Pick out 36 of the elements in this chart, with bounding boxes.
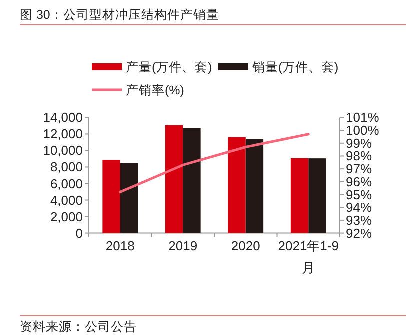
y2-tick-label: 93% <box>346 212 372 228</box>
bar <box>102 160 120 234</box>
y-tick-label: 2,000 <box>50 209 83 224</box>
bar <box>246 139 264 234</box>
legend-label: 产量(万件、套) <box>126 60 212 74</box>
chart-title: 图 30：公司型材冲压结构件产销量 <box>20 8 220 22</box>
bar <box>228 137 246 234</box>
y2-tick-label: 96% <box>346 174 372 190</box>
y-tick-label: 10,000 <box>43 143 83 158</box>
x-tick-label: 2018 <box>106 238 135 254</box>
legend-label: 销量(万件、套) <box>251 60 339 74</box>
y2-tick-label: 101% <box>346 110 380 126</box>
x-tick-label: 2021年1-9月 <box>278 238 339 276</box>
line-series <box>119 133 310 194</box>
y2-tick-label: 99% <box>346 136 372 151</box>
y-tick-label: 4,000 <box>50 192 83 208</box>
bar <box>120 163 138 234</box>
y2-tick-label: 92% <box>346 226 372 241</box>
bar <box>183 128 201 234</box>
y2-tick-label: 95% <box>346 187 372 202</box>
y-tick-label: 0 <box>76 226 83 241</box>
y-tick-label: 12,000 <box>43 126 83 142</box>
bar <box>308 158 326 234</box>
y2-tick-label: 98% <box>346 148 372 164</box>
bar <box>165 125 184 234</box>
x-tick-label: 2020 <box>231 238 260 254</box>
y-tick-label: 14,000 <box>43 110 83 126</box>
legend-label: 产销率(%) <box>126 82 184 98</box>
y2-tick-label: 94% <box>346 200 372 216</box>
text: 资料来源：公司公告 <box>20 320 137 334</box>
y-tick-label: 6,000 <box>50 176 83 192</box>
y-tick-label: 8,000 <box>50 160 83 175</box>
x-tick-label: 2019 <box>168 238 198 254</box>
bar <box>290 158 309 234</box>
y2-tick-label: 97% <box>346 162 372 177</box>
y2-tick-label: 100% <box>346 123 380 138</box>
